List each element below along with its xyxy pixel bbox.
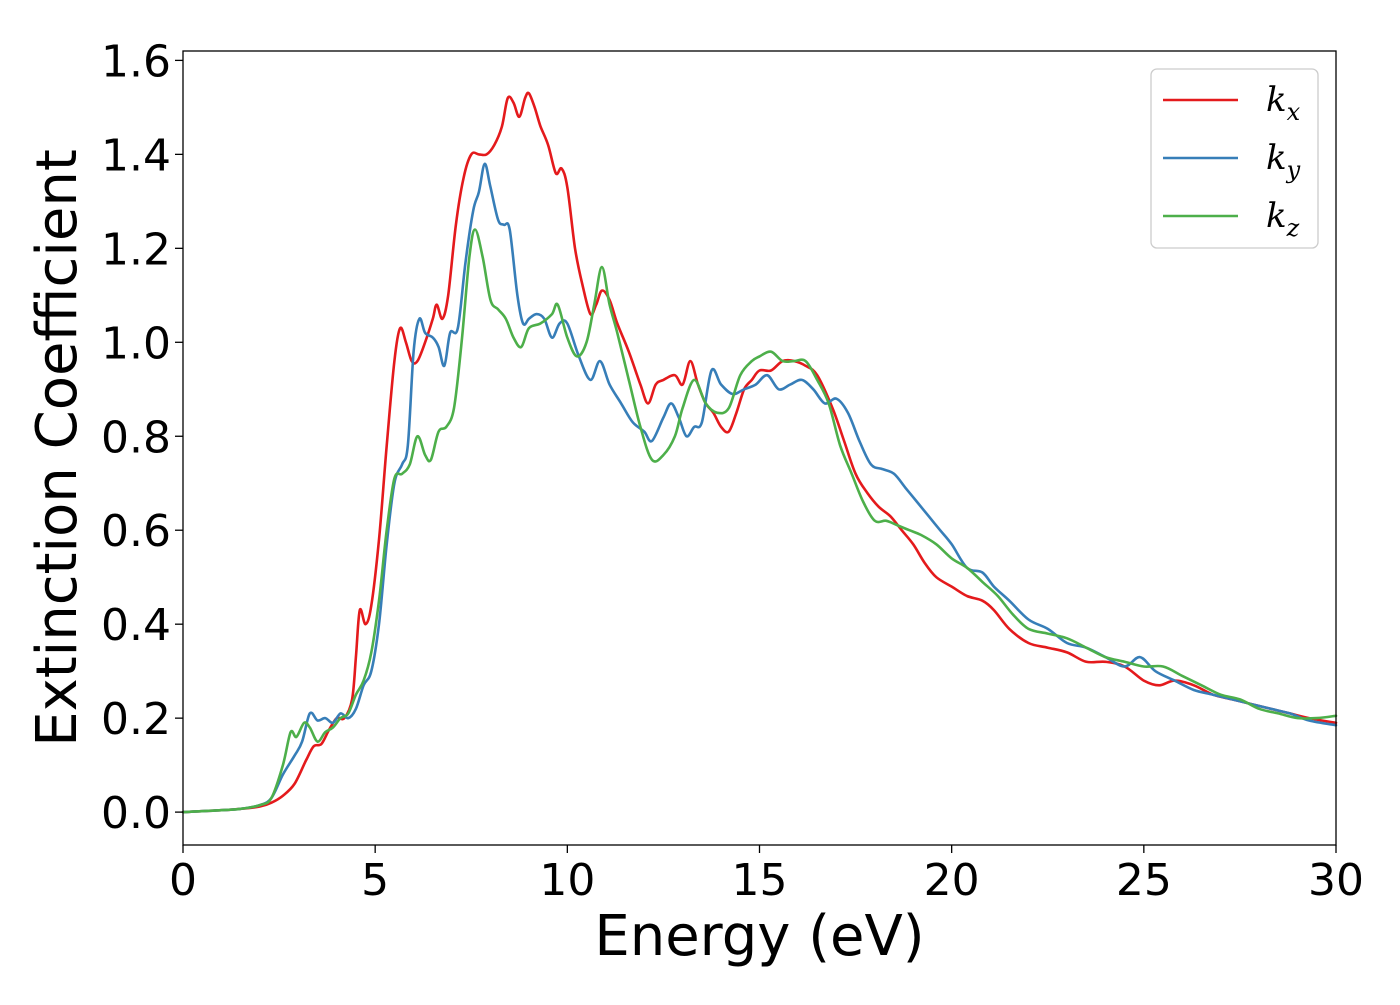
- series-line-kz: [181, 228, 1338, 814]
- y-tick-label: 1.4: [101, 130, 171, 181]
- x-tick-label: 15: [732, 855, 788, 906]
- x-tick-label: 25: [1116, 855, 1172, 906]
- x-tick-label: 10: [539, 855, 595, 906]
- y-tick-label: 1.6: [101, 36, 171, 87]
- series-line-kx: [181, 91, 1338, 814]
- plot-lines: [181, 91, 1338, 814]
- x-tick-label: 30: [1308, 855, 1364, 906]
- y-tick-label: 0.4: [101, 600, 171, 651]
- x-tick-label: 20: [924, 855, 980, 906]
- x-tick-label: 5: [361, 855, 389, 906]
- y-tick-label: 1.2: [101, 224, 171, 275]
- y-axis-ticks: 0.0 0.2 0.4 0.6 0.8 1.0 1.2 1.4 1.6: [101, 36, 183, 839]
- x-axis-title: Energy (eV): [594, 904, 924, 969]
- series-line-ky: [181, 162, 1338, 814]
- y-tick-label: 0.6: [101, 506, 171, 557]
- x-tick-label: 0: [169, 855, 197, 906]
- x-axis-ticks: 0 5 10 15 20 25 30: [169, 845, 1364, 906]
- y-tick-label: 0.0: [101, 788, 171, 839]
- y-tick-label: 0.8: [101, 412, 171, 463]
- y-axis-title: Extinction Coefficient: [25, 149, 90, 747]
- y-tick-label: 0.2: [101, 694, 171, 745]
- y-tick-label: 1.0: [101, 318, 171, 369]
